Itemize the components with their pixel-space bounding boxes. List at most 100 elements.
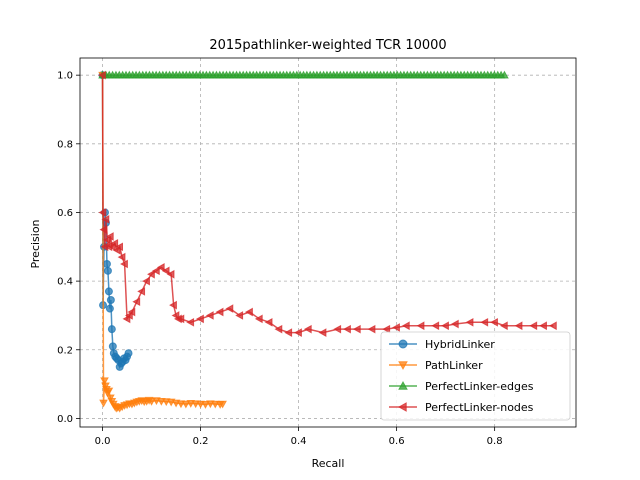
data-point xyxy=(450,319,459,329)
data-point xyxy=(465,317,474,327)
plot-border xyxy=(79,57,577,428)
data-point xyxy=(205,311,214,320)
x-tick-label: 0.0 xyxy=(95,436,111,447)
plot-frame xyxy=(79,57,577,428)
data-point xyxy=(499,321,508,331)
data-point xyxy=(124,349,133,358)
legend-label: PerfectLinker-nodes xyxy=(425,401,534,414)
data-point xyxy=(117,252,126,262)
data-point xyxy=(105,304,114,313)
x-tick-label: 0.4 xyxy=(291,436,307,447)
y-tick-label: 0.4 xyxy=(57,277,73,288)
x-axis-label: Recall xyxy=(312,457,345,470)
data-point xyxy=(367,324,376,334)
legend-label: PathLinker xyxy=(425,359,483,372)
legend-marker xyxy=(397,402,407,412)
data-point xyxy=(333,324,342,334)
data-point xyxy=(441,321,449,331)
data-point xyxy=(245,307,253,317)
data-point xyxy=(529,321,538,331)
data-point xyxy=(132,297,141,307)
data-point xyxy=(201,401,210,409)
data-point xyxy=(147,397,156,406)
y-tick-label: 1.0 xyxy=(57,71,73,82)
legend-label: HybridLinker xyxy=(425,338,495,351)
data-point xyxy=(343,324,351,334)
series-layer xyxy=(98,70,557,413)
data-point xyxy=(108,342,117,351)
data-point xyxy=(225,304,234,313)
data-point xyxy=(147,269,155,279)
ticks: 0.0 0.2 0.4 0.6 0.8 0.0 0.2 0.4 0.6 0.8 1.0 xyxy=(57,71,502,447)
data-point xyxy=(115,242,123,252)
data-point xyxy=(142,276,150,286)
data-point xyxy=(100,377,109,386)
data-point xyxy=(127,307,136,317)
y-axis-label: Precision xyxy=(29,219,42,268)
data-point xyxy=(166,269,175,279)
data-point xyxy=(539,321,547,331)
data-point xyxy=(156,263,165,272)
data-point xyxy=(382,324,391,334)
y-tick-label: 0.6 xyxy=(57,208,73,219)
data-point xyxy=(500,70,509,79)
legend: HybridLinker PathLinker PerfectLinker-edge… xyxy=(380,331,571,421)
legend-box xyxy=(380,331,571,421)
data-point xyxy=(161,266,170,276)
y-tick-label: 0.0 xyxy=(57,414,73,425)
data-point xyxy=(105,232,114,241)
x-tick-label: 0.2 xyxy=(193,436,209,447)
legend-marker xyxy=(398,380,408,390)
data-point xyxy=(490,317,498,327)
data-point xyxy=(431,321,440,331)
legend-marker xyxy=(398,339,408,349)
data-point xyxy=(137,287,146,296)
y-tick-label: 0.2 xyxy=(57,345,73,356)
data-point xyxy=(480,317,489,327)
data-point xyxy=(401,321,410,331)
data-point xyxy=(120,259,128,269)
data-point xyxy=(99,399,108,408)
data-point xyxy=(514,321,523,331)
series-PathLinker xyxy=(98,71,227,413)
data-point xyxy=(107,325,116,334)
data-point xyxy=(294,328,302,337)
x-tick-label: 0.6 xyxy=(389,436,405,447)
data-point xyxy=(102,235,111,245)
y-tick-label: 0.8 xyxy=(57,139,73,150)
data-point xyxy=(352,324,361,334)
data-point xyxy=(274,324,283,334)
data-point xyxy=(106,295,115,304)
data-point xyxy=(196,314,204,324)
data-point xyxy=(104,387,114,396)
series-PerfectLinker-nodes xyxy=(98,70,557,337)
data-point xyxy=(101,214,110,224)
data-point xyxy=(218,400,227,409)
data-point xyxy=(104,287,113,296)
data-point xyxy=(181,400,191,409)
legend-marker xyxy=(398,361,408,371)
data-point xyxy=(318,328,327,337)
data-point xyxy=(98,70,106,80)
data-point xyxy=(98,208,107,217)
chart-title: 2015pathlinker-weighted TCR 10000 xyxy=(209,38,446,53)
data-point xyxy=(235,311,244,320)
data-point xyxy=(548,321,557,331)
data-point xyxy=(102,259,111,268)
data-point xyxy=(392,323,400,332)
series-PerfectLinker-edges xyxy=(98,70,509,79)
data-point xyxy=(264,317,273,327)
data-point xyxy=(110,239,119,248)
data-point xyxy=(284,328,293,337)
data-point xyxy=(176,314,185,324)
data-point xyxy=(254,314,263,324)
x-tick-label: 0.8 xyxy=(487,436,503,447)
data-point xyxy=(215,307,224,317)
data-point xyxy=(303,324,312,334)
data-point xyxy=(416,321,425,331)
data-point xyxy=(169,300,177,310)
data-point xyxy=(186,317,195,327)
legend-label: PerfectLinker-edges xyxy=(425,380,534,393)
data-point xyxy=(99,225,108,234)
